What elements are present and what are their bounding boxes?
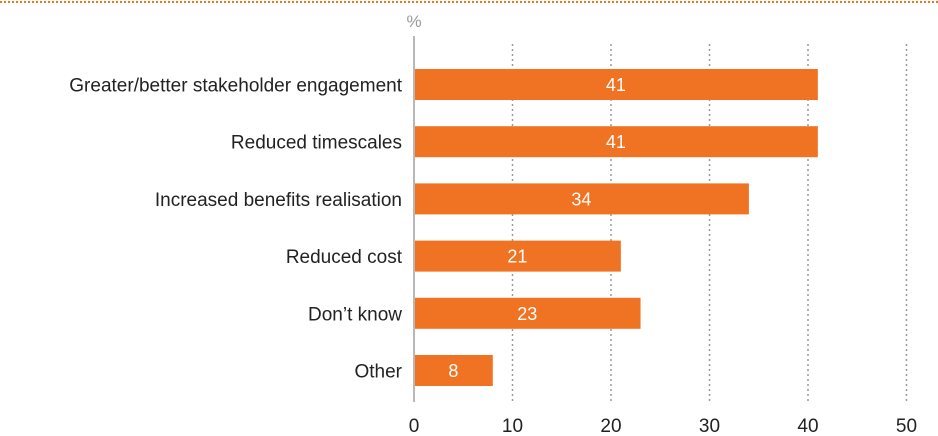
category-label: Don’t know [308,304,402,325]
unit-label: % [406,12,421,31]
x-tick-label: 50 [896,416,917,436]
x-tick-label: 30 [699,416,720,436]
bar-value-label: 23 [517,304,537,324]
x-tick-label: 0 [409,416,420,436]
category-label: Greater/better stakeholder engagement [69,76,402,97]
bar-value-label: 21 [507,247,527,267]
x-tick-label: 40 [797,416,818,436]
x-tick-label: 20 [600,416,621,436]
bar-value-label: 41 [606,132,626,152]
category-label: Reduced cost [286,247,403,268]
bar-value-label: 41 [606,75,626,95]
category-labels: Greater/better stakeholder engagement Red… [69,76,402,383]
category-label: Increased benefits realisation [155,190,402,211]
bars: 41 41 34 21 23 8 [414,69,818,386]
category-label: Reduced timescales [231,133,402,154]
x-axis-tick-labels: 0 10 20 30 40 50 [409,416,917,436]
bar-value-label: 8 [448,361,458,381]
category-label: Other [354,362,402,383]
bar-value-label: 34 [571,189,591,209]
x-tick-label: 10 [502,416,523,436]
